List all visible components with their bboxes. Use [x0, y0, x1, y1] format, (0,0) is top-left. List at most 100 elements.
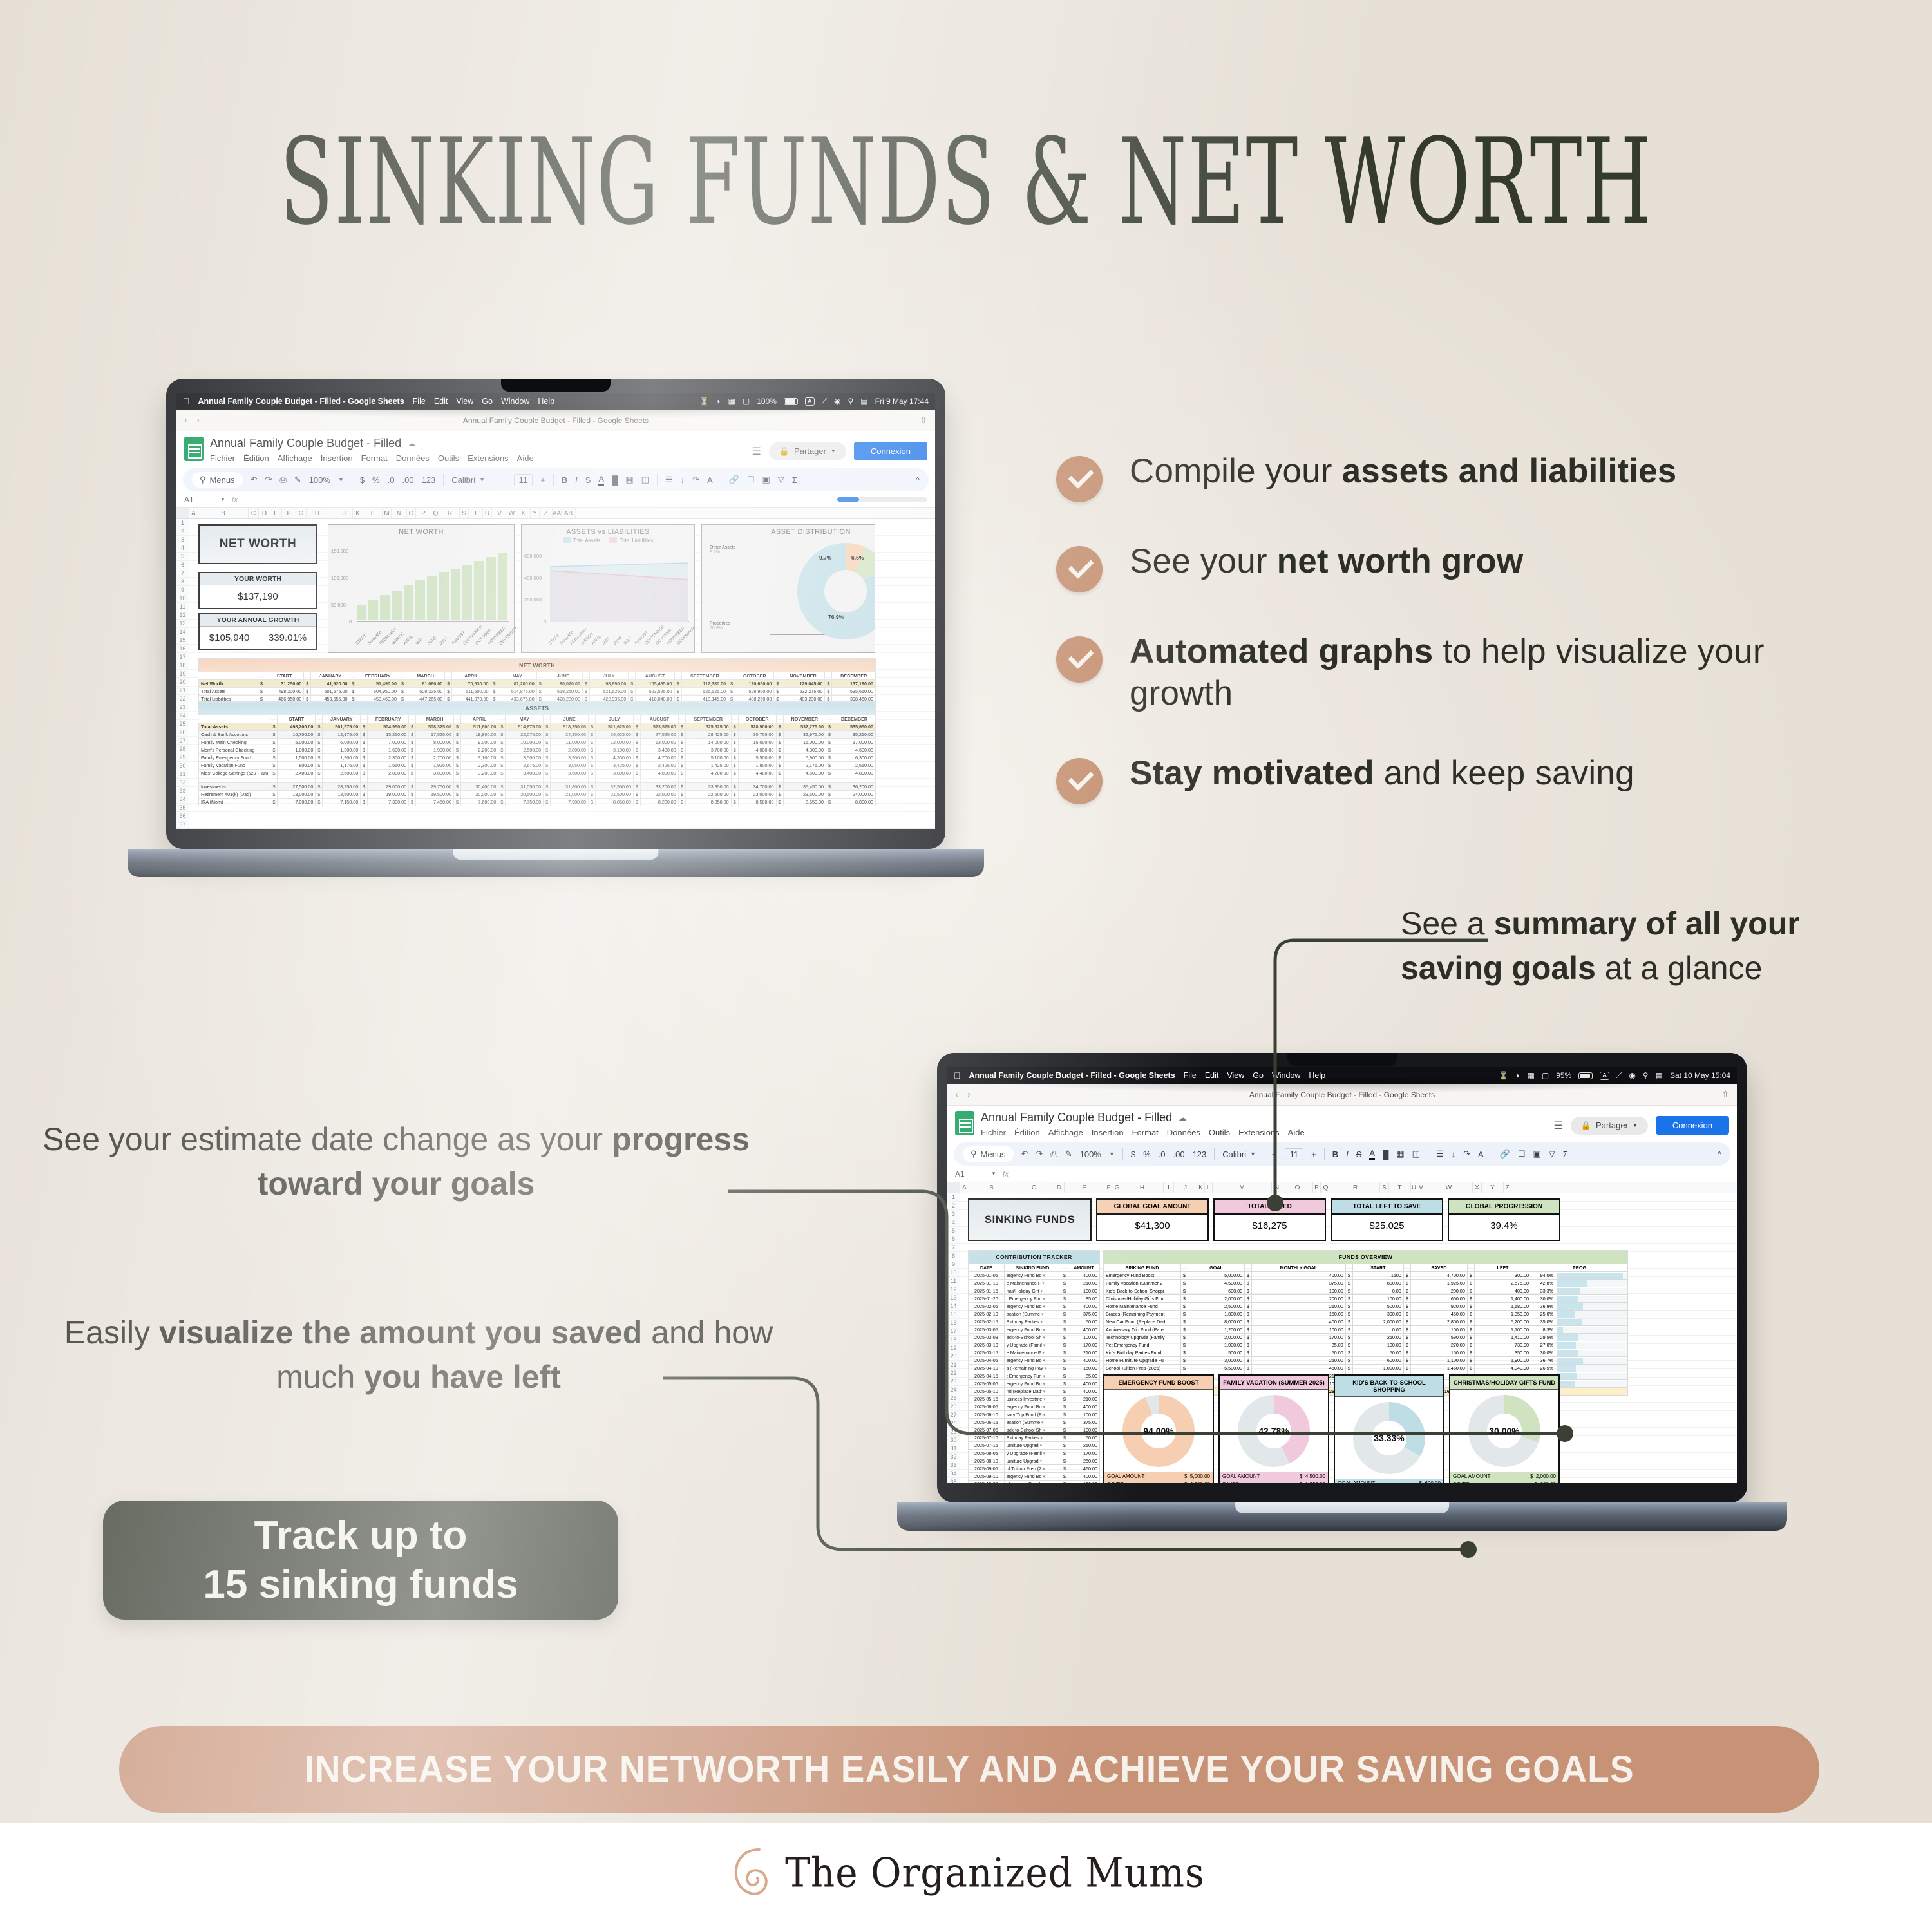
cell-date[interactable]: 2025-08-10 — [968, 1457, 1005, 1465]
cell-fund[interactable]: Birthday Parties ▾ — [1003, 1318, 1061, 1326]
cell-value[interactable]: 32,550.00 — [595, 782, 634, 791]
cell-value[interactable]: 35,450.00 — [782, 782, 827, 791]
functions-icon[interactable]: Σ — [791, 475, 797, 485]
doc-menu-aide[interactable]: Aide — [1287, 1128, 1305, 1137]
text-wrap-icon[interactable]: ↷ — [1463, 1149, 1470, 1159]
share-button[interactable]: 🔒 Partager ▼ — [1570, 1116, 1648, 1135]
row-header-15[interactable]: 15 — [176, 636, 189, 645]
row-header-8[interactable]: 8 — [176, 578, 189, 586]
increase-font-size-icon[interactable]: + — [1311, 1149, 1316, 1159]
cell-value[interactable]: 2,675.00 — [505, 761, 544, 770]
row-header-20[interactable]: 20 — [947, 1352, 960, 1361]
row-header-3[interactable]: 3 — [176, 536, 189, 544]
row-header-2[interactable]: 2 — [176, 527, 189, 536]
doc-menu-outils[interactable]: Outils — [1208, 1128, 1231, 1137]
row-header-28[interactable]: 28 — [947, 1419, 960, 1428]
row-header-30[interactable]: 30 — [947, 1436, 960, 1444]
cell-saved[interactable]: 200.00 — [1410, 1287, 1468, 1295]
table-row[interactable]: 2025-04-05 ergency Fund Bo ▾ $400.00 — [968, 1356, 1101, 1365]
column-header-M[interactable]: M — [383, 508, 392, 518]
column-header-C[interactable]: C — [1014, 1182, 1054, 1193]
table-row[interactable]: 2025-06-10 sary Trip Fund (P ▾ $100.00 — [968, 1410, 1101, 1419]
decrease-decimal-icon[interactable]: .0 — [1158, 1149, 1166, 1159]
cell-value[interactable]: 518,250.00 — [543, 687, 583, 696]
cell-monthly[interactable]: 50.00 — [1251, 1349, 1346, 1357]
more-formats-icon[interactable]: 123 — [1192, 1149, 1207, 1159]
cell-value[interactable]: 1,500.00 — [277, 753, 316, 762]
column-header-J[interactable]: J — [336, 508, 353, 518]
row-header-2[interactable]: 2 — [947, 1202, 960, 1210]
cell-value[interactable]: 3,050.00 — [550, 761, 589, 770]
cell-value[interactable]: 33,950.00 — [685, 782, 732, 791]
cell-value[interactable]: 10,000.00 — [505, 738, 544, 746]
font-family-value[interactable]: Calibri — [1222, 1149, 1247, 1159]
cell-value[interactable]: 1,925.00 — [415, 761, 454, 770]
forward-icon[interactable]: › — [967, 1089, 971, 1100]
column-header-Z[interactable]: Z — [1504, 1182, 1511, 1193]
cell-goal[interactable]: 8,000.00 — [1187, 1318, 1245, 1326]
cell-value[interactable]: 523,525.00 — [635, 687, 675, 696]
doc-menu-fichier[interactable]: Fichier — [210, 453, 236, 463]
cell-value[interactable]: 12,000.00 — [595, 738, 634, 746]
row-header-19[interactable]: 19 — [176, 670, 189, 678]
row-header-12[interactable]: 12 — [176, 611, 189, 620]
cell-goal[interactable]: 2,000.00 — [1187, 1333, 1245, 1341]
cell-value[interactable]: 2,300.00 — [460, 761, 499, 770]
cell-monthly[interactable]: 250.00 — [1251, 1356, 1346, 1365]
apple-icon[interactable]:  — [954, 1071, 961, 1080]
cell-fund-name[interactable]: Home Maintenance Fund — [1103, 1302, 1181, 1311]
table-row[interactable]: 2025-07-05 ack-to-School Sh ▾ $100.00 — [968, 1426, 1101, 1434]
cell-start[interactable]: 1,000.00 — [1352, 1364, 1404, 1372]
table-row[interactable]: 2025-06-05 ergency Fund Bo ▾ $400.00 — [968, 1403, 1101, 1411]
cell-value[interactable]: 2,400.00 — [277, 769, 316, 777]
cell-value[interactable]: 6,300.00 — [833, 753, 876, 762]
cell-date[interactable]: 2025-07-15 — [968, 1441, 1005, 1450]
cell-value[interactable]: 2,425.00 — [639, 761, 679, 770]
column-header-Y[interactable]: Y — [531, 508, 540, 518]
share-icon[interactable]: ⇧ — [920, 415, 927, 425]
table-row[interactable]: 2025-01-10 e Maintenance F ▾ $210.00 — [968, 1279, 1101, 1287]
cell-fund-name[interactable]: Braces (Remaining Payment — [1103, 1310, 1181, 1318]
wifi-icon[interactable]: ◉ — [1629, 1071, 1636, 1080]
text-rotation-icon[interactable]: A — [1477, 1149, 1484, 1159]
cell-value[interactable]: 498,200.00 — [264, 687, 305, 696]
text-wrap-icon[interactable]: ↷ — [692, 475, 699, 484]
cell-value[interactable]: 2,300.00 — [367, 753, 410, 762]
horizontal-align-icon[interactable]: ☰ — [665, 475, 673, 484]
undo-icon[interactable]: ↶ — [250, 475, 258, 484]
row-header-21[interactable]: 21 — [947, 1361, 960, 1369]
cell-start[interactable]: 0.00 — [1352, 1325, 1404, 1334]
doc-menu-outils[interactable]: Outils — [437, 453, 460, 463]
row-header-8[interactable]: 8 — [947, 1252, 960, 1260]
horizontal-scrollbar[interactable] — [837, 497, 927, 502]
cell-value[interactable]: 24,000.00 — [833, 790, 876, 799]
column-header-V[interactable]: V — [492, 508, 507, 518]
column-header-W[interactable]: W — [1425, 1182, 1473, 1193]
cell-amount[interactable]: 100.00 — [1067, 1480, 1101, 1483]
cell-value[interactable]: 511,600.00 — [460, 723, 499, 731]
cell-value[interactable]: 523,525.00 — [639, 723, 679, 731]
cell-value[interactable]: 2,175.00 — [782, 761, 827, 770]
row-header-33[interactable]: 33 — [947, 1461, 960, 1470]
cell-amount[interactable]: 150.00 — [1067, 1364, 1101, 1372]
bold-icon[interactable]: B — [561, 475, 568, 485]
cell-left[interactable]: 1,100.00 — [1473, 1325, 1532, 1334]
row-header-13[interactable]: 13 — [947, 1294, 960, 1302]
percent-icon[interactable]: % — [372, 475, 380, 485]
column-header-E[interactable]: E — [1065, 1182, 1104, 1193]
fill-color-icon[interactable]: █ — [1383, 1149, 1389, 1159]
cell-goal[interactable]: 3,000.00 — [1187, 1356, 1245, 1365]
cell-value[interactable]: 5,000.00 — [277, 738, 316, 746]
row-header-12[interactable]: 12 — [947, 1285, 960, 1294]
cell-saved[interactable]: 920.00 — [1410, 1302, 1468, 1311]
cell-fund-name[interactable]: Family Vacation (Summer 2 — [1103, 1279, 1181, 1287]
cell-value[interactable]: 4,300.00 — [782, 746, 827, 754]
control-center-icon[interactable]: ▤ — [1655, 1071, 1663, 1080]
column-header-R[interactable]: R — [1331, 1182, 1380, 1193]
cell-fund-name[interactable]: Kid's Back-to-School Shoppi — [1103, 1287, 1181, 1295]
row-header-14[interactable]: 14 — [947, 1302, 960, 1311]
cell-value[interactable]: 22,075.00 — [505, 730, 544, 739]
cell-value[interactable]: 33,200.00 — [639, 782, 679, 791]
cell-fund[interactable]: ergency Fund Bo ▾ — [1003, 1356, 1061, 1365]
cell-fund[interactable]: e Maintenance F ▾ — [1003, 1279, 1061, 1287]
